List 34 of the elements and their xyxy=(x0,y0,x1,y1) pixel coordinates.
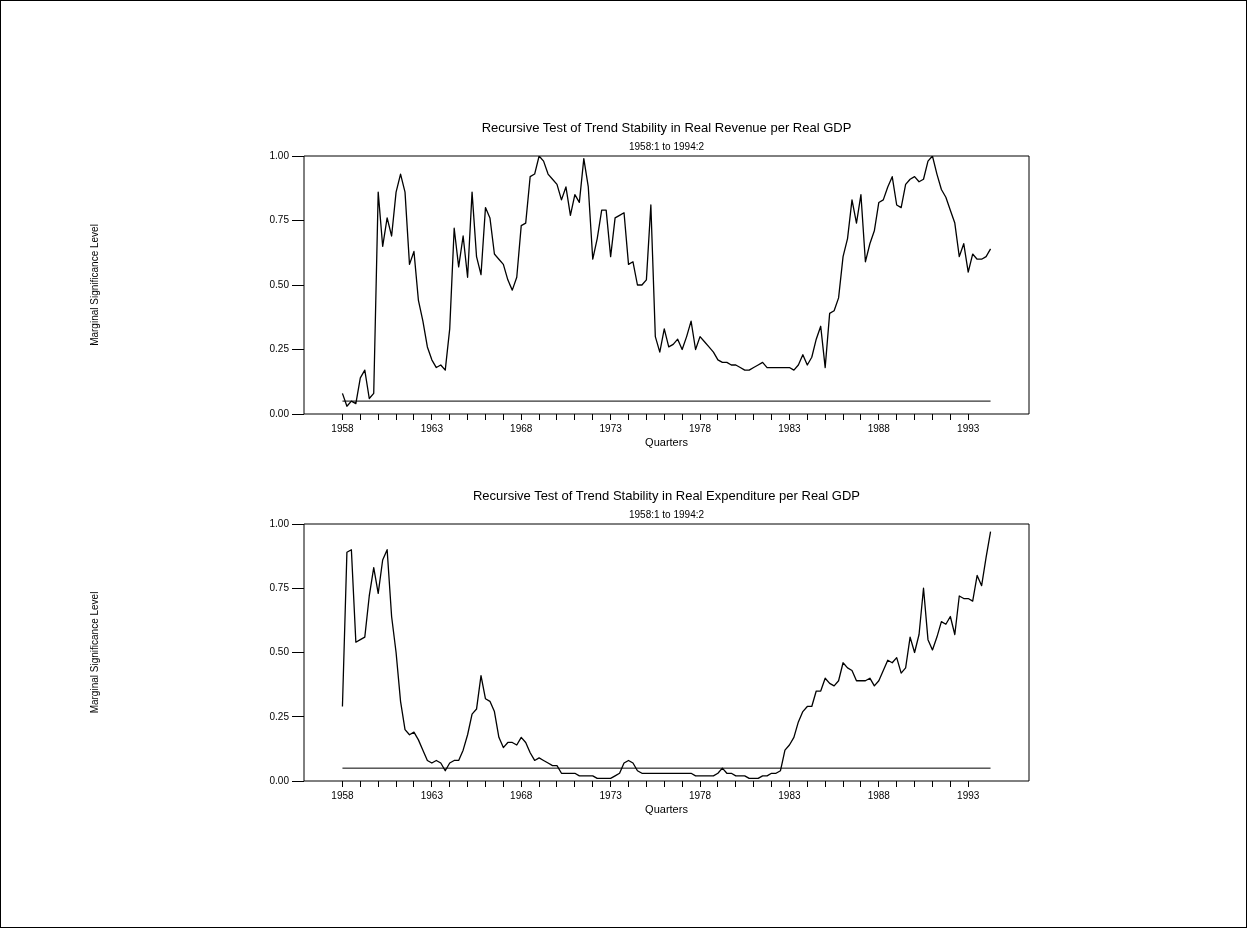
chart-subtitle: 1958:1 to 1994:2 xyxy=(628,509,705,520)
x-tick-label: 1983 xyxy=(778,789,801,801)
x-tick-label: 1988 xyxy=(867,789,891,801)
x-tick-label: 1993 xyxy=(957,789,980,801)
x-axis-title: Quarters xyxy=(645,436,689,449)
y-tick-label: 0.50 xyxy=(269,278,290,290)
y-tick-label: 1.00 xyxy=(269,149,290,161)
x-tick-label: 1988 xyxy=(867,422,891,434)
x-tick-label: 1978 xyxy=(688,422,712,434)
chart-title: Recursive Test of Trend Stability in Real Expenditure per Real GDP xyxy=(472,488,861,503)
y-tick-label: 0.75 xyxy=(269,582,290,593)
y-tick-label: 0.00 xyxy=(269,407,290,419)
x-tick-label: 1978 xyxy=(688,789,712,801)
chart-subtitle: 1958:1 to 1994:2 xyxy=(628,141,705,152)
x-tick-label: 1993 xyxy=(957,422,980,434)
x-tick-label: 1958 xyxy=(331,789,354,801)
y-tick-label: 0.75 xyxy=(269,214,290,226)
y-tick-label: 0.25 xyxy=(269,710,290,722)
y-tick-label: 0.00 xyxy=(269,774,290,786)
x-tick-label: 1983 xyxy=(778,422,801,434)
y-axis-title: Marginal Significance Level xyxy=(88,591,100,714)
y-tick-label: 0.50 xyxy=(269,646,290,658)
y-tick-label: 0.25 xyxy=(269,343,290,355)
x-tick-label: 1963 xyxy=(420,789,444,801)
x-tick-label: 1973 xyxy=(599,789,623,801)
chart-title: Recursive Test of Trend Stability in Real Revenue per Real GDP xyxy=(481,120,852,135)
x-tick-label: 1968 xyxy=(510,422,533,434)
y-axis-title: Marginal Significance Level xyxy=(88,224,100,346)
x-axis-title: Quarters xyxy=(645,803,689,816)
x-tick-label: 1958 xyxy=(331,422,354,434)
x-tick-label: 1973 xyxy=(599,422,623,434)
y-tick-label: 1.00 xyxy=(269,517,290,529)
x-tick-label: 1963 xyxy=(420,422,444,434)
x-tick-label: 1968 xyxy=(510,789,533,801)
